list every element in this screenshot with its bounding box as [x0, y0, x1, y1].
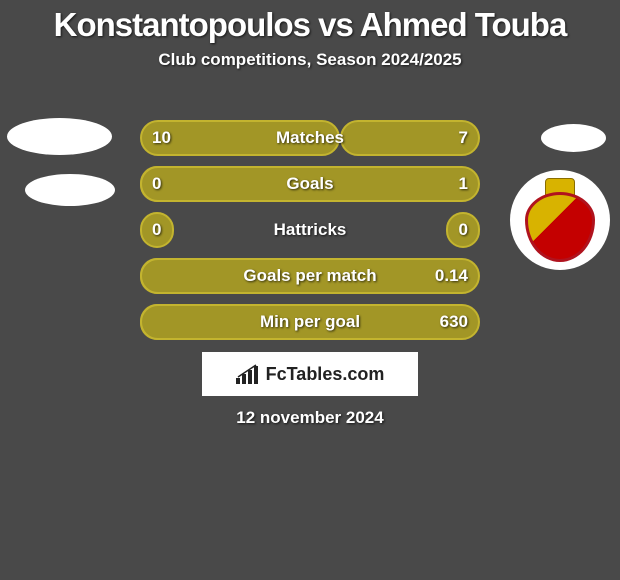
club-crest-icon — [525, 178, 595, 262]
stat-value-right: 0 — [459, 220, 468, 240]
stat-label: Hattricks — [140, 220, 480, 240]
stat-label: Min per goal — [140, 312, 480, 332]
stat-value-right: 630 — [440, 312, 468, 332]
comparison-card: Konstantopoulos vs Ahmed Touba Club comp… — [0, 0, 620, 580]
stat-value-right: 0.14 — [435, 266, 468, 286]
stat-row: Hattricks0 0 — [140, 212, 480, 248]
player2-club-badge-2 — [510, 170, 610, 270]
brand-text: FcTables.com — [266, 364, 385, 385]
brand-attribution[interactable]: FcTables.com — [202, 352, 418, 396]
stat-label: Goals per match — [140, 266, 480, 286]
page-title: Konstantopoulos vs Ahmed Touba — [0, 0, 620, 44]
generated-date: 12 november 2024 — [0, 408, 620, 428]
bar-chart-icon — [236, 364, 260, 384]
player1-club-badge-1 — [7, 118, 112, 155]
stat-value-right: 7 — [459, 128, 468, 148]
stat-label: Goals — [140, 174, 480, 194]
stat-value-left: 0 — [152, 220, 161, 240]
stat-value-left: 10 — [152, 128, 171, 148]
stat-row: Matches10 7 — [140, 120, 480, 156]
stat-row: Goals per match0.14 — [140, 258, 480, 294]
player1-club-badge-2 — [25, 174, 115, 206]
stat-label: Matches — [140, 128, 480, 148]
stat-row: Goals0 1 — [140, 166, 480, 202]
stat-row: Min per goal630 — [140, 304, 480, 340]
stats-table: Matches107Goals01Hattricks00Goals per ma… — [140, 120, 480, 350]
stat-value-right: 1 — [459, 174, 468, 194]
player2-club-badge-1 — [541, 124, 606, 152]
stat-value-left: 0 — [152, 174, 161, 194]
page-subtitle: Club competitions, Season 2024/2025 — [0, 50, 620, 70]
